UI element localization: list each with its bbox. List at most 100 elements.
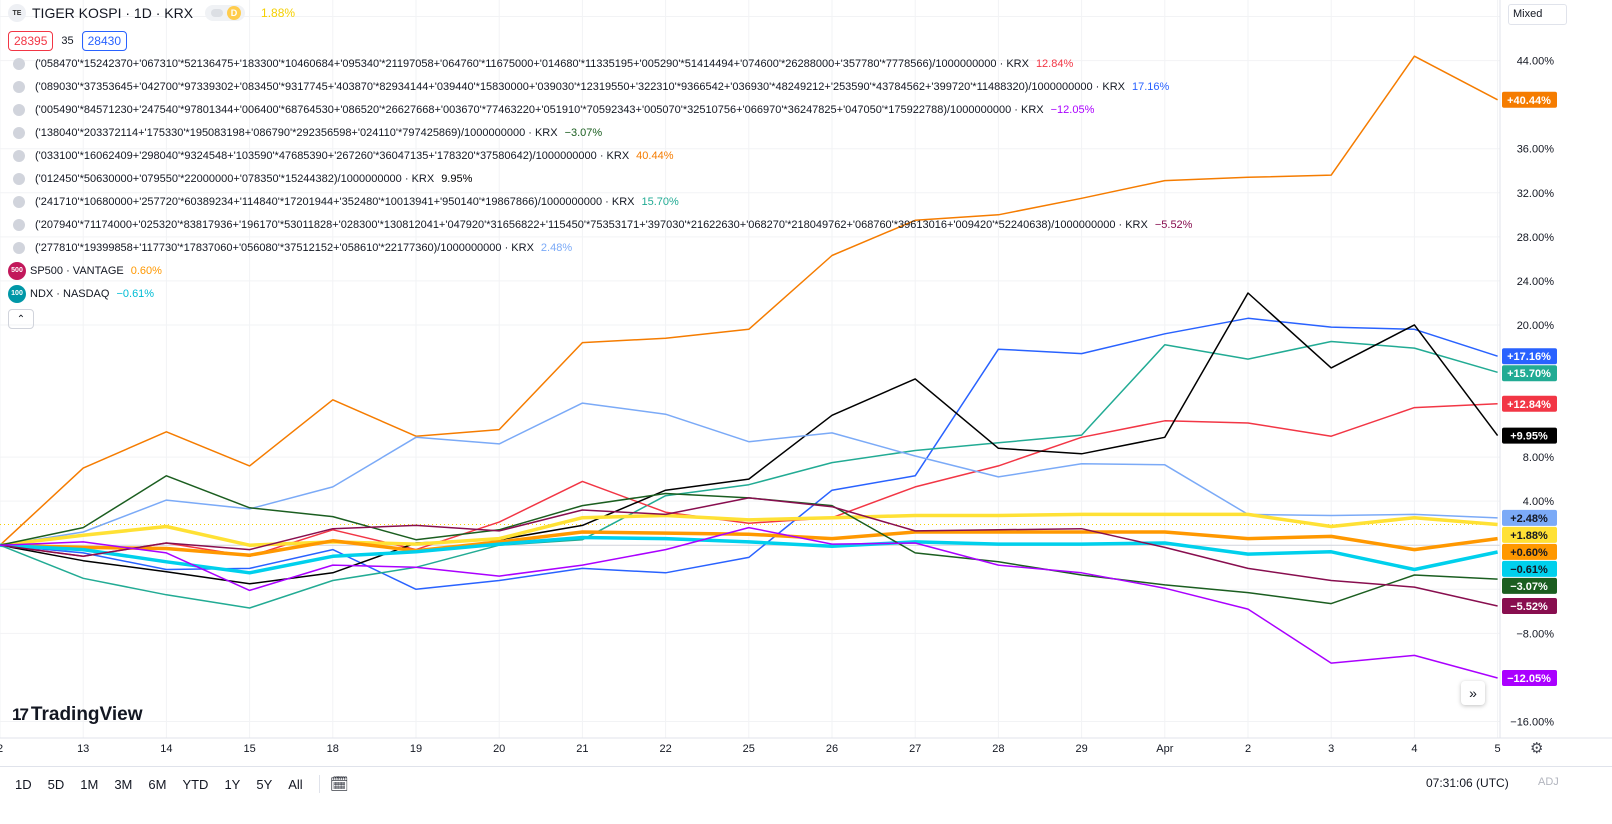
legend-row[interactable]: ('058470'*15242370+'067310'*52136475+'18… xyxy=(8,52,1192,75)
spread-value: 35 xyxy=(61,35,74,47)
series-formula: ('058470'*15242370+'067310'*52136475+'18… xyxy=(35,57,1029,70)
series-line-yellow xyxy=(0,512,1498,547)
range-button-5d[interactable]: 5D xyxy=(47,776,65,792)
series-line-purple xyxy=(0,526,1498,679)
double-chevron-right-icon: » xyxy=(1469,685,1477,701)
price-tag-label: −5.52% xyxy=(1510,601,1548,613)
eye-icon[interactable] xyxy=(13,241,25,254)
x-tick-label: 2 xyxy=(1245,743,1251,755)
legend-row[interactable]: ('207940'*71174000+'025320'*83817936+'19… xyxy=(8,213,1192,236)
main-change-pct: 1.88% xyxy=(261,6,296,20)
symbol-title[interactable]: TIGER KOSPI · 1D · KRX xyxy=(32,5,194,21)
range-button-all[interactable]: All xyxy=(288,776,303,792)
series-line-maroon xyxy=(0,497,1498,607)
date-range-list: 1D 5D 1M 3M 6M YTD 1Y 5Y All xyxy=(0,777,303,792)
clock-time[interactable]: 07:31:06 (UTC) xyxy=(1426,776,1509,790)
scale-mode-select[interactable]: Mixed xyxy=(1508,4,1567,25)
price-tag-label: +0.60% xyxy=(1510,547,1548,559)
price-tag-ndx: −0.61% xyxy=(1502,560,1557,577)
series-change: 9.95% xyxy=(441,172,473,185)
price-tag-label: −0.61% xyxy=(1510,564,1548,576)
logo-text: TradingView xyxy=(30,704,143,725)
price-tag-black: +9.95% xyxy=(1502,427,1557,444)
buy-price-button[interactable]: 28430 xyxy=(81,31,127,51)
series-line-teal xyxy=(0,340,1498,609)
price-tag-label: +9.95% xyxy=(1510,431,1548,443)
scroll-to-realtime-button[interactable]: » xyxy=(1461,681,1485,705)
symbol-logo-icon: TE xyxy=(8,4,26,22)
series-formula: ('005490'*84571230+'247540'*97801344+'00… xyxy=(35,103,1044,116)
price-tag-orange: +40.44% xyxy=(1502,91,1557,108)
price-tag-label: +1.88% xyxy=(1510,530,1548,542)
x-tick-label: 29 xyxy=(1075,743,1087,755)
series-change: −12.05% xyxy=(1050,103,1095,116)
price-tag-teal: +15.70% xyxy=(1502,365,1557,382)
legend-row[interactable]: ('241710'*10680000+'257720'*60389234+'11… xyxy=(8,190,1192,213)
legend-row[interactable]: ('089030'*37353645+'042700'*97339302+'08… xyxy=(8,75,1192,98)
range-button-1m[interactable]: 1M xyxy=(80,776,99,792)
y-tick-label: 4.00% xyxy=(1523,496,1554,508)
y-tick-label: 8.00% xyxy=(1523,452,1554,464)
price-tag-bg xyxy=(1502,365,1557,382)
range-button-ytd[interactable]: YTD xyxy=(182,776,209,792)
series-change: 17.16% xyxy=(1132,80,1170,93)
price-tag-bg xyxy=(1502,395,1557,412)
sell-price-button[interactable]: 28395 xyxy=(8,31,54,51)
series-line-black xyxy=(0,292,1499,585)
index-change: −0.61% xyxy=(116,287,155,300)
eye-icon[interactable] xyxy=(13,218,25,231)
range-button-1d[interactable]: 1D xyxy=(15,776,32,792)
legend-row[interactable]: ('005490'*84571230+'247540'*97801344+'00… xyxy=(8,98,1192,121)
price-tag-label: +15.70% xyxy=(1507,368,1551,380)
eye-icon[interactable] xyxy=(13,57,25,70)
price-tag-label: +40.44% xyxy=(1507,95,1551,107)
x-tick-label: 20 xyxy=(493,743,505,755)
toggle-dot-icon xyxy=(211,9,224,17)
eye-icon[interactable] xyxy=(13,103,25,116)
series-formula: ('138040'*203372114+'175330'*195083198+'… xyxy=(35,126,558,139)
eye-icon[interactable] xyxy=(13,149,25,162)
x-tick-label: 15 xyxy=(243,743,255,755)
tradingview-logo[interactable]: 17 TradingView xyxy=(12,704,143,726)
adjustment-toggle[interactable]: ADJ xyxy=(1538,776,1559,788)
legend-row[interactable]: ('277810'*19399858+'117730'*17837060+'05… xyxy=(8,236,1192,259)
eye-icon[interactable] xyxy=(13,126,25,139)
series-line-orange xyxy=(0,55,1498,546)
y-tick-label: 24.00% xyxy=(1517,276,1555,288)
price-tag-bg xyxy=(1502,91,1557,108)
goto-date-icon[interactable]: 🗓 xyxy=(329,776,349,793)
collapse-legend-button[interactable]: ⌃ xyxy=(8,309,34,329)
y-tick-label: 44.00% xyxy=(1517,56,1555,68)
legend-row[interactable]: ('033100'*16062409+'298040'*9324548+'103… xyxy=(8,144,1192,167)
series-formula: ('012450'*50630000+'079550'*22000000+'07… xyxy=(35,172,435,185)
price-tag-bg xyxy=(1502,669,1557,686)
eye-icon[interactable] xyxy=(13,195,25,208)
market-status-badge[interactable]: D xyxy=(205,5,246,21)
legend-index-row[interactable]: 500 SP500 · VANTAGE 0.60% xyxy=(8,259,1192,282)
x-tick-label: 27 xyxy=(909,743,921,755)
series-line-blue xyxy=(0,317,1498,591)
range-button-5y[interactable]: 5Y xyxy=(256,776,273,792)
price-tag-red: +12.84% xyxy=(1502,395,1557,412)
time-axis: 2 13 14 15 18 19 20 21 22 25 26 27 28 29 Apr 2 3 4 5 xyxy=(0,737,1612,755)
x-tick-label: 3 xyxy=(1328,743,1334,755)
range-button-6m[interactable]: 6M xyxy=(148,776,167,792)
symbol-header: TE TIGER KOSPI · 1D · KRX D 1.88% xyxy=(8,4,1192,22)
series-formula: ('033100'*16062409+'298040'*9324548+'103… xyxy=(35,149,630,162)
delayed-badge: D xyxy=(227,6,242,20)
chart-grid xyxy=(0,0,1500,738)
y-tick-label: 32.00% xyxy=(1517,188,1555,200)
price-tag-bg xyxy=(1502,577,1557,594)
legend-row[interactable]: ('012450'*50630000+'079550'*22000000+'07… xyxy=(8,167,1192,190)
eye-icon[interactable] xyxy=(13,80,25,93)
legend-row[interactable]: ('138040'*203372114+'175330'*195083198+'… xyxy=(8,121,1192,144)
range-button-3m[interactable]: 3M xyxy=(114,776,133,792)
x-tick-label: 18 xyxy=(327,743,339,755)
range-button-1y[interactable]: 1Y xyxy=(224,776,241,792)
y-tick-label: 20.00% xyxy=(1517,320,1555,332)
gear-icon[interactable]: ⚙ xyxy=(1530,740,1544,757)
eye-icon[interactable] xyxy=(13,172,25,185)
legend-index-row[interactable]: 100 NDX · NASDAQ −0.61% xyxy=(8,282,1192,305)
price-tags: +40.44% +17.16% +15.70% +12.84% +9.95% +2.48%… xyxy=(1502,91,1557,686)
